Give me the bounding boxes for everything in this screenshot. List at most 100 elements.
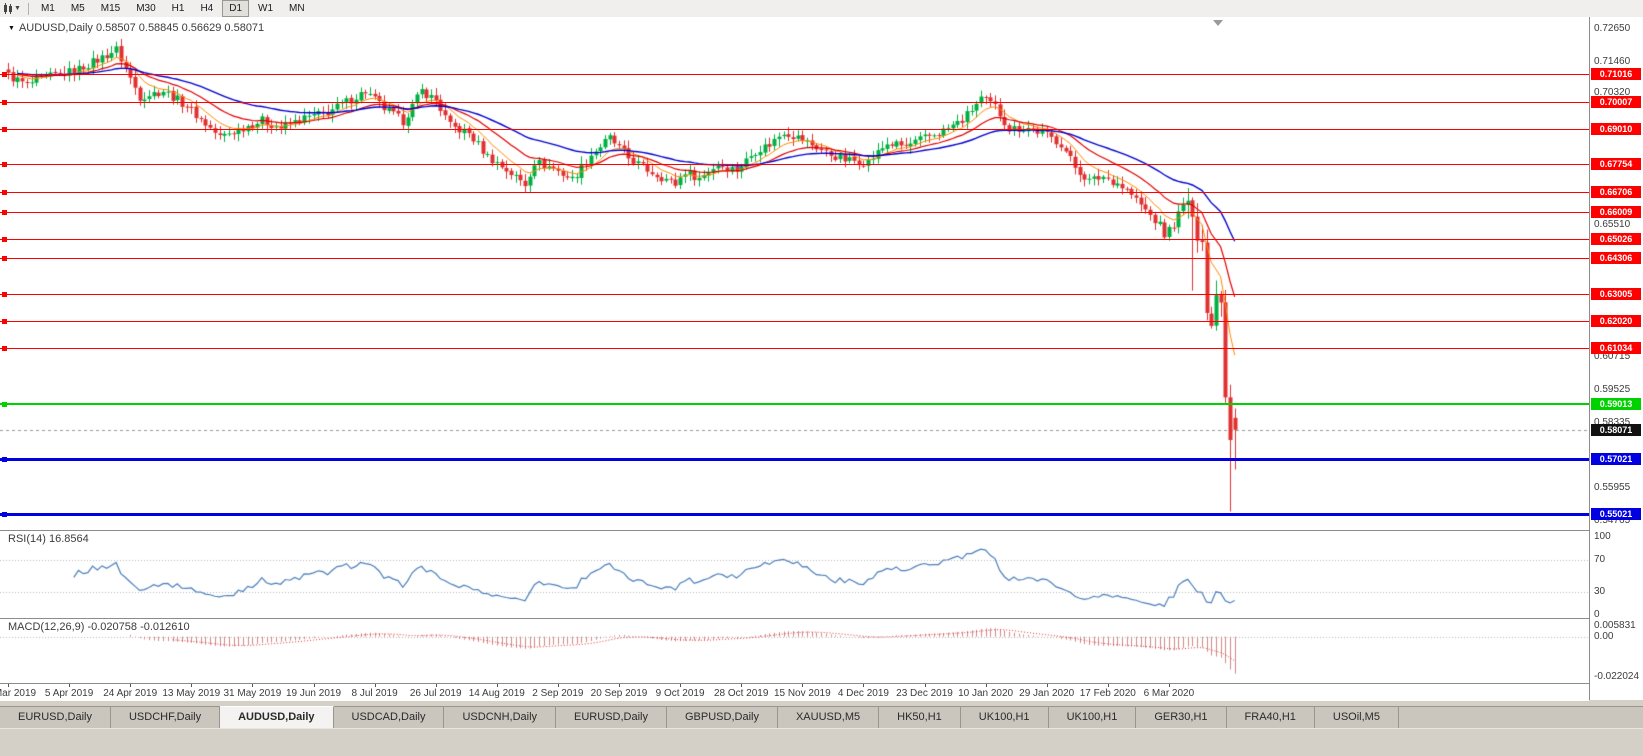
date-axis-label: 26 Jul 2019 [409,688,462,699]
chart-type-icon[interactable]: ▼ [0,1,24,16]
date-axis-tick [435,684,437,687]
date-axis-tick [680,684,682,687]
date-axis-label: 24 Apr 2019 [103,688,158,699]
line-handle[interactable] [2,126,7,132]
chart-tab-4-usdcnh-daily[interactable]: USDCNH,Daily [444,707,557,729]
chart-window[interactable]: ▼ AUDUSD,Daily 0.58507 0.58845 0.56629 0… [0,17,1643,701]
date-axis-label: 31 May 2019 [223,688,282,699]
price-chart-canvas[interactable] [0,17,1589,683]
price-level-badge: 0.58071 [1591,423,1641,436]
date-axis-tick [985,684,987,687]
price-level-badge: 0.64306 [1591,252,1641,265]
horizontal-line-0.65026[interactable] [0,238,1589,240]
chart-tab-0-eurusd-daily[interactable]: EURUSD,Daily [0,707,111,729]
price-tick-label: 0.55955 [1594,481,1631,493]
line-handle[interactable] [2,319,7,325]
timeframe-button-mn[interactable]: MN [289,3,305,14]
chart-tab-2-audusd-daily[interactable]: AUDUSD,Daily [220,706,334,729]
price-level-badge: 0.65026 [1591,232,1641,245]
timeframe-button-m30[interactable]: M30 [136,3,156,14]
horizontal-line-0.66009[interactable] [0,211,1589,213]
timeframe-button-m1[interactable]: M1 [40,3,55,14]
horizontal-line-0.69010[interactable] [0,128,1589,130]
line-handle[interactable] [2,456,7,462]
horizontal-line-0.70007[interactable] [0,101,1589,103]
date-axis-tick [863,684,865,687]
rsi-axis-label: 30 [1594,585,1606,597]
horizontal-line-0.67754[interactable] [0,163,1589,165]
timeframe-button-d1[interactable]: D1 [222,0,250,17]
date-axis[interactable]: 18 Mar 2019 5 Apr 2019 24 Apr 2019 13 May 2… [0,683,1589,701]
panel-splitter-macd[interactable] [0,618,1589,619]
date-axis-label: 18 Mar 2019 [0,688,37,699]
horizontal-line-0.63005[interactable] [0,294,1589,296]
macd-axis-label: -0.022024 [1594,671,1640,682]
date-axis-label: 5 Apr 2019 [44,688,94,699]
macd-label: MACD(12,26,9) -0.020758 -0.012610 [8,621,190,633]
horizontal-line-0.61034[interactable] [0,348,1589,350]
horizontal-line-0.64306[interactable] [0,258,1589,260]
line-handle[interactable] [2,99,7,105]
timeframe-button-m15[interactable]: M15 [100,3,121,14]
date-axis-label: 23 Dec 2019 [896,688,953,699]
price-scale[interactable]: 0.72650 0.71460 0.70320 0.65510 0.60715 0.595… [1589,17,1643,700]
price-level-badge: 0.69010 [1591,122,1641,135]
line-handle[interactable] [2,256,7,262]
chart-tab-3-usdcad-daily[interactable]: USDCAD,Daily [334,707,445,729]
timeframe-button-h1[interactable]: H1 [171,3,185,14]
line-handle[interactable] [2,190,7,196]
date-axis-label: 13 May 2019 [162,688,221,699]
timeframe-button-h4[interactable]: H4 [200,3,214,14]
line-handle[interactable] [2,511,7,517]
date-axis-tick [802,684,804,687]
chart-tab-bar: EURUSD,Daily USDCHF,Daily AUDUSD,Daily USDC… [0,706,1643,729]
date-axis-tick [374,684,376,687]
date-axis-tick [191,684,193,687]
line-handle[interactable] [2,236,7,242]
chart-tab-1-usdchf-daily[interactable]: USDCHF,Daily [111,707,221,729]
chart-tab-10-uk100-h1[interactable]: UK100,H1 [1049,707,1137,729]
chart-tab-12-fra40-h1[interactable]: FRA40,H1 [1227,707,1315,729]
price-level-badge: 0.70007 [1591,95,1641,108]
horizontal-line-0.59013[interactable] [0,402,1589,405]
date-axis-label: 17 Feb 2020 [1079,688,1136,699]
timeframe-button-m5[interactable]: M5 [70,3,85,14]
panel-splitter-rsi[interactable] [0,530,1589,531]
line-handle[interactable] [2,71,7,77]
chart-tab-5-eurusd-daily[interactable]: EURUSD,Daily [556,707,667,729]
price-tick-label: 0.65510 [1594,219,1631,231]
line-handle[interactable] [2,401,7,407]
horizontal-line-0.55021[interactable] [0,512,1589,516]
timeframe-button-w1[interactable]: W1 [258,3,274,14]
rsi-label: RSI(14) 16.8564 [8,533,89,545]
macd-axis-label: 0.005831 [1594,620,1636,631]
chart-shift-marker[interactable] [1213,20,1223,26]
date-axis-tick [130,684,132,687]
date-axis-tick [924,684,926,687]
date-axis-label: 9 Oct 2019 [655,688,705,699]
date-axis-label: 2 Sep 2019 [532,688,584,699]
chart-tab-7-xauusd-m5[interactable]: XAUUSD,M5 [778,707,880,729]
chart-tab-8-hk50-h1[interactable]: HK50,H1 [879,707,961,729]
line-handle[interactable] [2,346,7,352]
horizontal-line-0.66706[interactable] [0,192,1589,194]
line-handle[interactable] [2,161,7,167]
chart-tab-13-usoil-m5[interactable]: USOil,M5 [1315,707,1399,729]
chevron-down-icon: ▼ [14,5,21,12]
date-axis-label: 28 Oct 2019 [713,688,769,699]
horizontal-line-0.62020[interactable] [0,321,1589,323]
price-level-badge: 0.59013 [1591,397,1641,410]
horizontal-line-0.57021[interactable] [0,457,1589,461]
price-level-badge: 0.57021 [1591,452,1641,465]
date-axis-tick [8,684,9,687]
line-handle[interactable] [2,292,7,298]
date-axis-tick [69,684,71,687]
horizontal-line-0.71016[interactable] [0,73,1589,75]
chart-tab-6-gbpusd-daily[interactable]: GBPUSD,Daily [667,707,778,729]
chart-tab-9-uk100-h1[interactable]: UK100,H1 [961,707,1049,729]
line-handle[interactable] [2,209,7,215]
price-level-badge: 0.71016 [1591,67,1641,80]
timeframe-buttons: M1 M5 M15 M30 H1 H4 D1 W1 MN [33,0,313,17]
date-axis-label: 6 Mar 2020 [1143,688,1195,699]
chart-tab-11-ger30-h1[interactable]: GER30,H1 [1136,707,1227,729]
